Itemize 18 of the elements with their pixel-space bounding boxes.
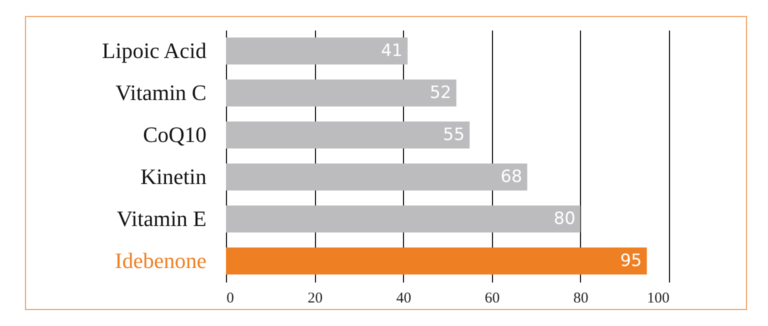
y-tick-label: CoQ10: [142, 122, 206, 147]
data-label: 41: [380, 41, 403, 61]
y-tick-label: Vitamin C: [116, 80, 206, 105]
x-tick-label: 20: [308, 290, 323, 306]
y-tick-label: Vitamin E: [116, 206, 206, 231]
x-tick-label: 80: [573, 290, 588, 306]
data-label: 68: [500, 167, 522, 187]
y-tick-label: Lipoic Acid: [102, 38, 206, 63]
y-tick-label: Kinetin: [140, 164, 206, 189]
x-tick-label: 60: [484, 290, 500, 306]
x-tick-label: 100: [647, 290, 670, 306]
x-tick-label: 0: [226, 290, 234, 306]
data-label: 52: [430, 83, 452, 103]
y-tick-label: Idebenone: [114, 248, 206, 273]
data-label: 95: [620, 251, 642, 271]
x-tick-label: 40: [396, 290, 412, 306]
data-label: 80: [554, 209, 576, 229]
data-label: 55: [443, 125, 465, 145]
